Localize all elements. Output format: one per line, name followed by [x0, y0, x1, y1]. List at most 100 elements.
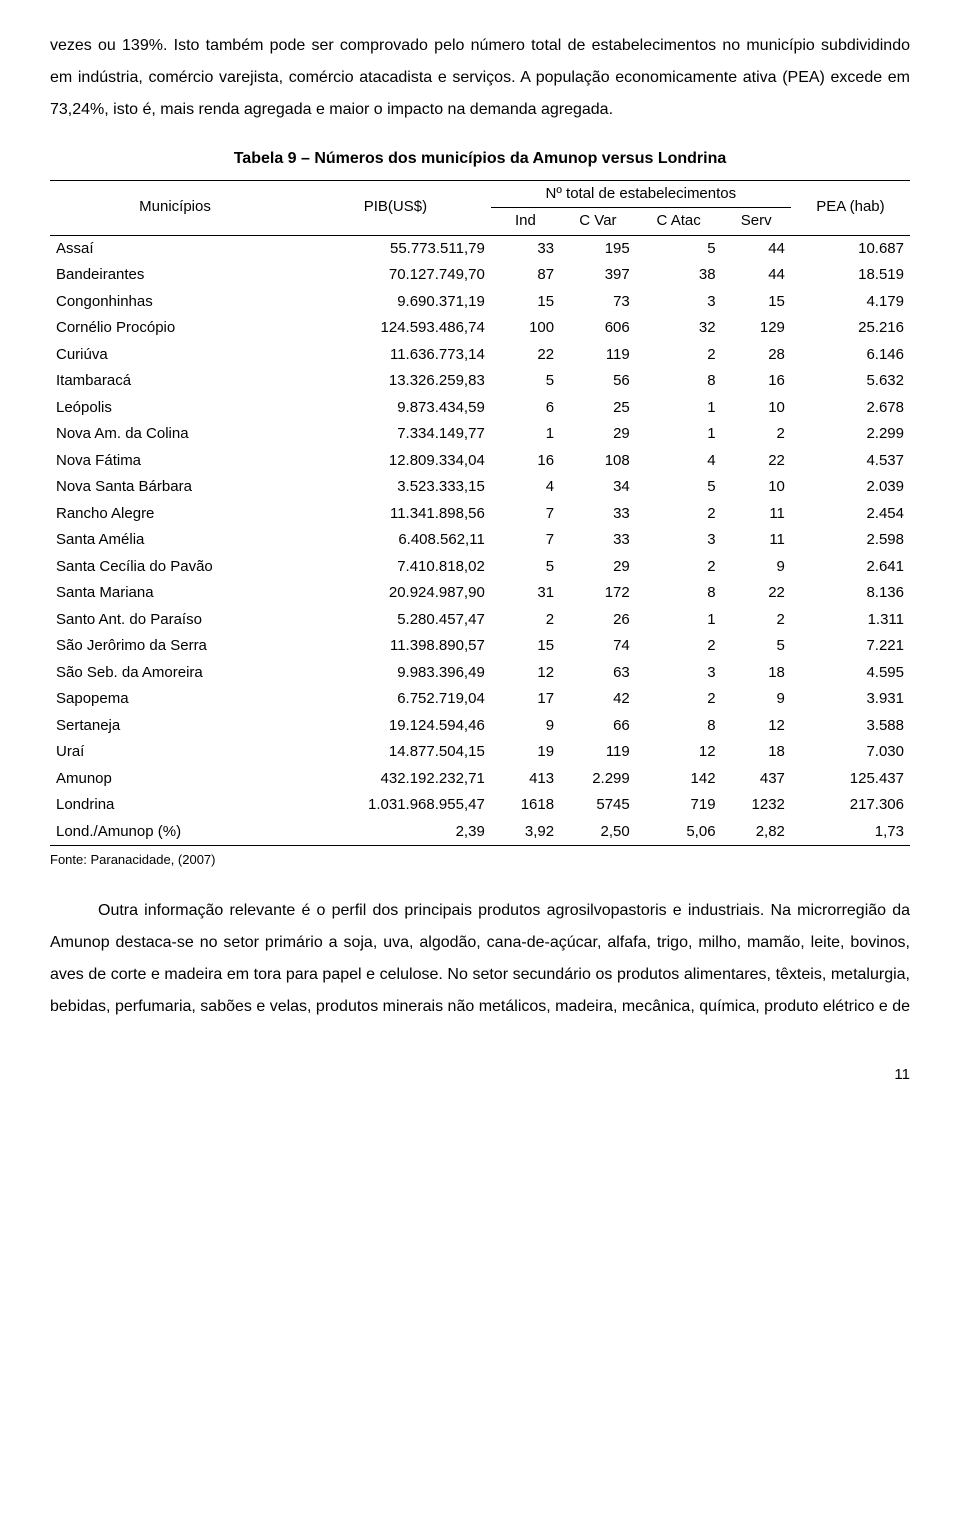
table-cell: 100 [491, 315, 560, 342]
table-cell: 10.687 [791, 235, 910, 262]
table-cell: Sapopema [50, 686, 300, 713]
table-cell: 7.334.149,77 [300, 421, 491, 448]
table-row: Sapopema6.752.719,041742293.931 [50, 686, 910, 713]
table-row: Santo Ant. do Paraíso5.280.457,47226121.… [50, 607, 910, 634]
table-cell: 26 [560, 607, 636, 634]
table-cell: 18 [722, 739, 791, 766]
table-row: Sertaneja19.124.594,469668123.588 [50, 713, 910, 740]
table-cell: 1618 [491, 792, 560, 819]
table-cell: 124.593.486,74 [300, 315, 491, 342]
table-cell: Cornélio Procópio [50, 315, 300, 342]
intro-paragraph: vezes ou 139%. Isto também pode ser comp… [50, 30, 910, 126]
table-cell: 1 [636, 607, 722, 634]
table-cell: 119 [560, 342, 636, 369]
table-cell: 5.632 [791, 368, 910, 395]
table-cell: Santa Amélia [50, 527, 300, 554]
table-cell: Amunop [50, 766, 300, 793]
col-municipios: Municípios [50, 180, 300, 235]
table-cell: 2.299 [560, 766, 636, 793]
table-cell: 18.519 [791, 262, 910, 289]
table-cell: 4.179 [791, 289, 910, 316]
table-cell: 22 [491, 342, 560, 369]
table-row: Congonhinhas9.690.371,1915733154.179 [50, 289, 910, 316]
table-cell: 66 [560, 713, 636, 740]
table-cell: 7.030 [791, 739, 910, 766]
table-cell: 7 [491, 527, 560, 554]
table-cell: Santo Ant. do Paraíso [50, 607, 300, 634]
table-cell: 34 [560, 474, 636, 501]
table-cell: 42 [560, 686, 636, 713]
table-cell: Leópolis [50, 395, 300, 422]
table-cell: 2 [636, 342, 722, 369]
table-cell: 172 [560, 580, 636, 607]
table-cell: 28 [722, 342, 791, 369]
table-cell: 9 [491, 713, 560, 740]
table-cell: 2.598 [791, 527, 910, 554]
table-row: Nova Santa Bárbara3.523.333,154345102.03… [50, 474, 910, 501]
table-cell: Lond./Amunop (%) [50, 819, 300, 846]
table-cell: 6.146 [791, 342, 910, 369]
table-cell: 8.136 [791, 580, 910, 607]
table-row: Santa Mariana20.924.987,90311728228.136 [50, 580, 910, 607]
table-row: Santa Cecília do Pavão7.410.818,02529292… [50, 554, 910, 581]
col-pea: PEA (hab) [791, 180, 910, 235]
table-cell: 16 [491, 448, 560, 475]
table-cell: 2 [636, 633, 722, 660]
table-cell: 22 [722, 580, 791, 607]
table-cell: 25 [560, 395, 636, 422]
table-cell: Nova Am. da Colina [50, 421, 300, 448]
table-cell: 2.454 [791, 501, 910, 528]
table-cell: 2.299 [791, 421, 910, 448]
table-cell: 11.341.898,56 [300, 501, 491, 528]
col-pib: PIB(US$) [300, 180, 491, 235]
table-cell: 2 [636, 501, 722, 528]
table-row: Londrina1.031.968.955,471618574571912322… [50, 792, 910, 819]
table-cell: 20.924.987,90 [300, 580, 491, 607]
table-cell: 33 [491, 235, 560, 262]
table-cell: Congonhinhas [50, 289, 300, 316]
table-cell: 73 [560, 289, 636, 316]
table-cell: 12 [491, 660, 560, 687]
data-table: Municípios PIB(US$) Nº total de estabele… [50, 180, 910, 847]
col-cvar: C Var [560, 208, 636, 236]
table-cell: 1 [491, 421, 560, 448]
table-cell: 5 [491, 368, 560, 395]
table-cell: 7 [491, 501, 560, 528]
table-cell: São Seb. da Amoreira [50, 660, 300, 687]
table-row: Bandeirantes70.127.749,7087397384418.519 [50, 262, 910, 289]
table-cell: 9 [722, 686, 791, 713]
table-row: Itambaracá13.326.259,835568165.632 [50, 368, 910, 395]
table-row: Nova Fátima12.809.334,04161084224.537 [50, 448, 910, 475]
table-cell: 4 [491, 474, 560, 501]
table-cell: 1 [636, 395, 722, 422]
table-cell: 606 [560, 315, 636, 342]
table-source: Fonte: Paranacidade, (2007) [50, 850, 910, 871]
table-cell: 29 [560, 554, 636, 581]
table-cell: 119 [560, 739, 636, 766]
table-cell: 4.537 [791, 448, 910, 475]
table-cell: 5 [636, 235, 722, 262]
table-cell: Nova Santa Bárbara [50, 474, 300, 501]
table-cell: 6.408.562,11 [300, 527, 491, 554]
table-cell: 38 [636, 262, 722, 289]
table-row: Amunop432.192.232,714132.299142437125.43… [50, 766, 910, 793]
table-cell: 142 [636, 766, 722, 793]
table-cell: 32 [636, 315, 722, 342]
table-cell: 44 [722, 262, 791, 289]
table-cell: 33 [560, 501, 636, 528]
table-cell: 9 [722, 554, 791, 581]
table-cell: 74 [560, 633, 636, 660]
table-cell: 1 [636, 421, 722, 448]
table-row: Leópolis9.873.434,596251102.678 [50, 395, 910, 422]
table-cell: 2.641 [791, 554, 910, 581]
table-cell: 19.124.594,46 [300, 713, 491, 740]
table-cell: 4 [636, 448, 722, 475]
table-cell: Nova Fátima [50, 448, 300, 475]
table-cell: Sertaneja [50, 713, 300, 740]
table-cell: Rancho Alegre [50, 501, 300, 528]
page-number: 11 [50, 1063, 910, 1087]
table-cell: 7.410.818,02 [300, 554, 491, 581]
table-cell: 3 [636, 660, 722, 687]
table-row: Nova Am. da Colina7.334.149,77129122.299 [50, 421, 910, 448]
table-cell: 437 [722, 766, 791, 793]
